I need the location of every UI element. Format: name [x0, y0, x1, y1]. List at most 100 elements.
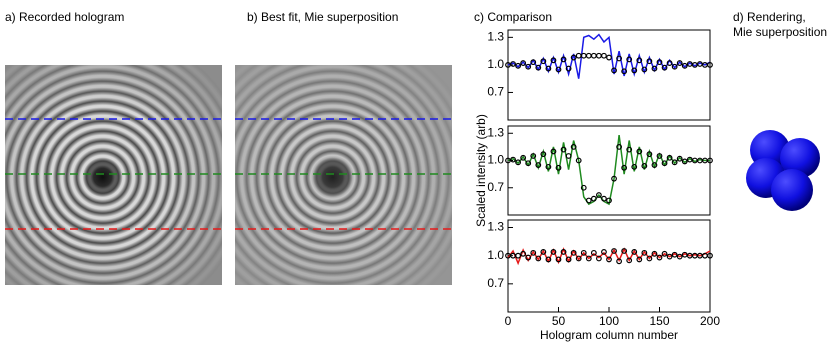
fit-marker: [555, 164, 562, 171]
y-axis-label: Scaled intensity (arb): [474, 114, 488, 227]
x-tick-label: 150: [649, 314, 669, 328]
panel-title: Mie superposition: [733, 25, 827, 39]
fit-marker: [520, 250, 527, 257]
fit-marker: [681, 251, 688, 258]
fit-marker: [520, 60, 527, 66]
fit-marker: [525, 160, 532, 167]
fit-marker: [550, 57, 557, 64]
fit-marker: [676, 155, 683, 162]
fit-marker: [510, 156, 516, 163]
fit-marker: [580, 184, 587, 191]
fit-marker: [651, 250, 658, 257]
fit-marker: [646, 151, 653, 158]
fit-marker: [570, 249, 577, 256]
y-tick-label: 1.3: [487, 125, 504, 139]
fit-marker: [631, 249, 638, 255]
y-tick-label: 0.7: [487, 276, 504, 290]
fit-marker: [596, 255, 602, 262]
fit-marker: [661, 64, 668, 71]
fit-marker: [631, 67, 638, 74]
fit-marker: [525, 63, 532, 70]
fit-marker: [681, 158, 688, 165]
fit-image: [235, 65, 452, 285]
fit-marker: [515, 62, 521, 69]
fit-marker: [676, 60, 683, 66]
fit-marker: [651, 65, 658, 72]
fit-marker: [550, 148, 557, 155]
fit-marker: [530, 59, 537, 66]
fit-marker: [606, 256, 612, 263]
y-tick-label: 0.7: [487, 85, 504, 99]
fit-marker: [550, 249, 557, 255]
plot-frame: [507, 125, 711, 216]
fit-marker: [651, 162, 658, 168]
fit-marker: [560, 56, 567, 63]
fit-marker: [570, 54, 577, 61]
fit-marker: [575, 52, 582, 59]
fit-marker: [626, 56, 633, 63]
x-tick-label: 0: [505, 314, 512, 328]
fit-marker: [560, 146, 567, 153]
fit-marker: [646, 58, 653, 65]
fit-marker: [570, 143, 577, 150]
fit-marker: [621, 248, 628, 254]
fit-marker: [611, 175, 617, 182]
fit-marker: [671, 63, 678, 70]
sphere-rendering: [746, 130, 820, 211]
fit-marker: [585, 197, 592, 204]
fit-marker: [661, 250, 668, 257]
x-tick-label: 200: [700, 314, 720, 328]
y-tick-label: 1.3: [487, 220, 504, 234]
fit-marker: [515, 252, 521, 259]
x-tick-label: 100: [599, 314, 619, 328]
fit-marker: [596, 192, 602, 198]
fit-marker: [575, 255, 582, 262]
fit-marker: [611, 67, 617, 74]
y-tick-label: 1.0: [487, 153, 504, 167]
fit-marker: [590, 52, 597, 59]
hologram-image: [5, 65, 222, 285]
fit-marker: [515, 159, 521, 166]
x-tick-label: 50: [552, 314, 566, 328]
fit-marker: [611, 248, 617, 254]
fit-marker: [601, 195, 607, 202]
fit-marker: [545, 65, 552, 72]
fit-marker: [530, 249, 537, 256]
fit-marker: [535, 162, 542, 168]
fit-marker: [631, 163, 638, 170]
fit-marker: [656, 254, 663, 261]
fit-marker: [641, 66, 648, 73]
fit-marker: [530, 153, 537, 159]
fit-marker: [636, 256, 643, 263]
fit-marker: [540, 58, 547, 65]
fit-marker: [555, 66, 562, 73]
fit-marker: [545, 163, 552, 170]
fit-marker: [585, 52, 592, 59]
fit-marker: [540, 249, 547, 255]
fit-marker: [606, 197, 612, 204]
fit-marker: [575, 157, 582, 164]
fit-marker: [555, 256, 562, 263]
panel-title: a) Recorded hologram: [5, 10, 124, 24]
fit-marker: [666, 154, 673, 161]
fit-marker: [585, 255, 592, 262]
fit-marker: [636, 148, 643, 155]
fit-marker: [616, 258, 622, 265]
fit-marker: [601, 249, 607, 255]
fit-marker: [707, 252, 713, 259]
y-tick-label: 1.0: [487, 248, 504, 262]
fit-marker: [626, 146, 633, 153]
y-tick-label: 0.7: [487, 180, 504, 194]
fit-marker: [590, 249, 597, 256]
fit-marker: [661, 160, 668, 167]
fit-marker: [616, 143, 622, 150]
fit-marker: [596, 52, 602, 59]
fit-marker: [535, 255, 542, 262]
panel-title: d) Rendering,: [733, 10, 806, 24]
fit-marker: [560, 249, 567, 255]
fit-marker: [621, 68, 628, 75]
fit-marker: [636, 57, 643, 64]
fit-marker: [656, 153, 663, 159]
x-axis-label: Hologram column number: [540, 328, 678, 342]
